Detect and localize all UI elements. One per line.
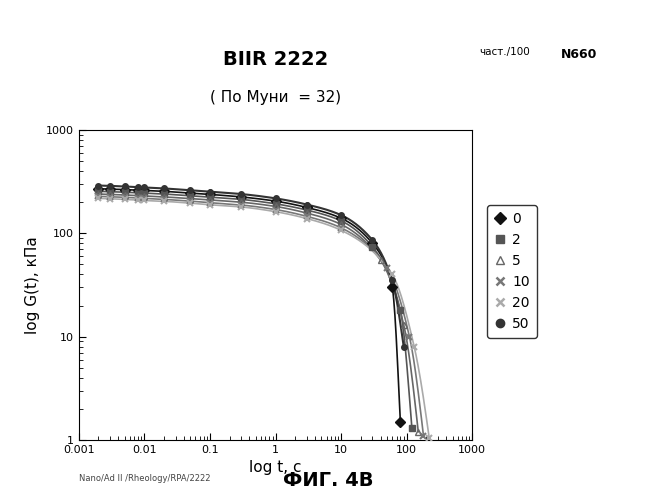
Text: N660: N660 [561,48,597,60]
X-axis label: log t, с: log t, с [249,460,302,475]
Text: BIIR 2222: BIIR 2222 [223,50,328,69]
Text: ( По Муни  = 32): ( По Муни = 32) [210,90,341,105]
Legend: 0, 2, 5, 10, 20, 50: 0, 2, 5, 10, 20, 50 [487,205,537,338]
Text: ФИГ. 4В: ФИГ. 4В [283,471,373,490]
Y-axis label: log G(t), кПа: log G(t), кПа [26,236,40,334]
Text: Nano/Ad II /Rheology/RPA/2222: Nano/Ad II /Rheology/RPA/2222 [79,474,210,483]
Text: част./100: част./100 [479,48,529,58]
